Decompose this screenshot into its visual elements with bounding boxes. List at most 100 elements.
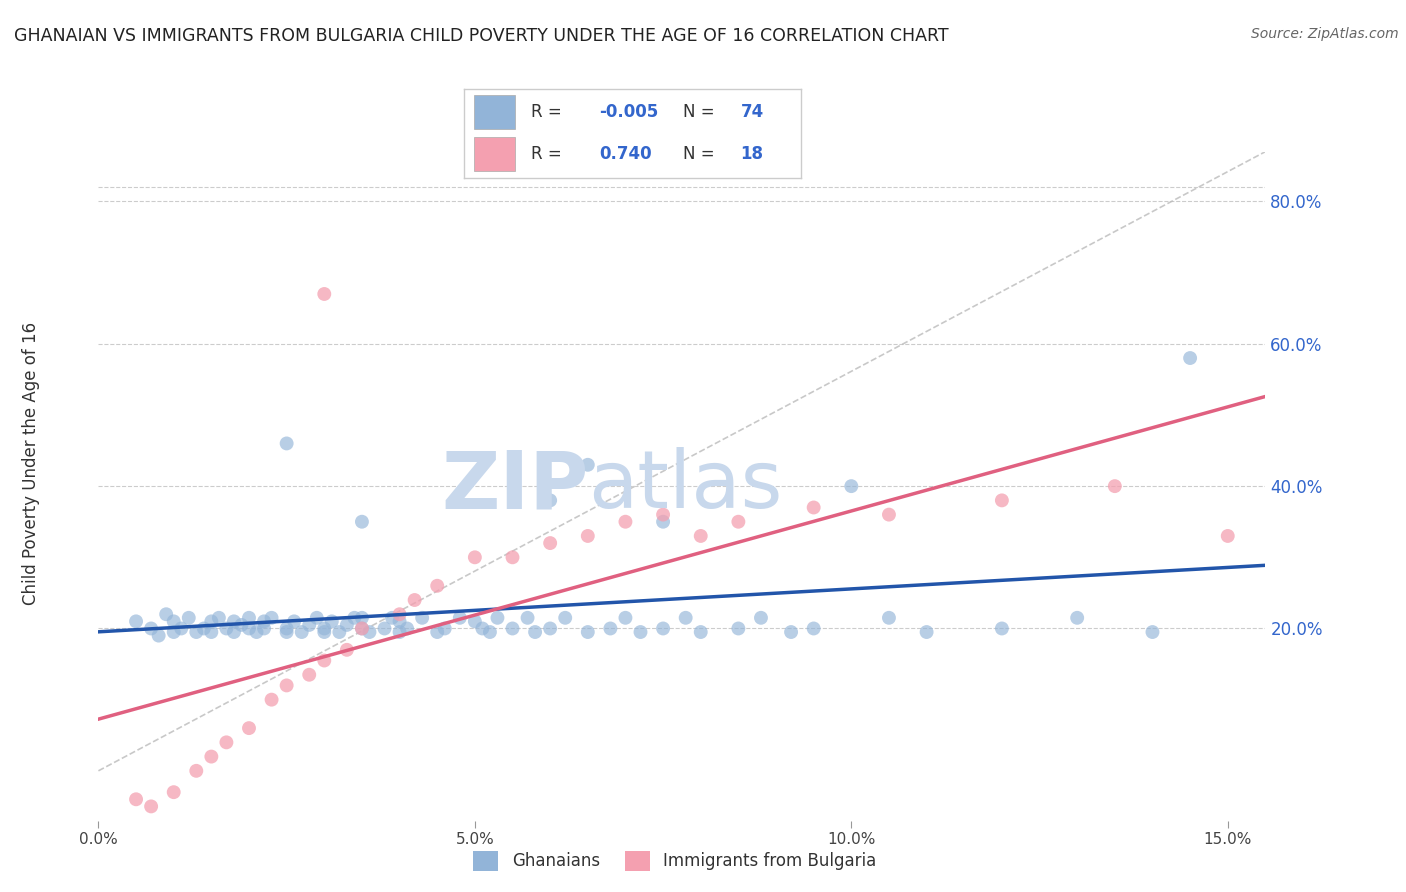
Point xyxy=(1178,351,1201,365)
Point xyxy=(276,436,298,450)
Point xyxy=(803,500,825,515)
Text: Source: ZipAtlas.com: Source: ZipAtlas.com xyxy=(1251,27,1399,41)
Point xyxy=(125,615,148,629)
Point xyxy=(238,721,260,735)
Text: 0.740: 0.740 xyxy=(599,145,651,163)
Point xyxy=(727,622,749,636)
Point xyxy=(991,622,1014,636)
Point xyxy=(780,625,803,640)
Point xyxy=(350,515,373,529)
Point xyxy=(350,622,373,636)
Point xyxy=(314,653,336,667)
Point xyxy=(388,607,411,622)
Point xyxy=(1216,529,1239,543)
Point xyxy=(283,615,305,629)
Point xyxy=(411,611,433,625)
Text: ZIP: ZIP xyxy=(441,447,589,525)
Point xyxy=(163,625,186,640)
Point xyxy=(1104,479,1126,493)
Point xyxy=(502,550,524,565)
Point xyxy=(276,622,298,636)
Point xyxy=(538,493,561,508)
Point xyxy=(231,618,253,632)
Point xyxy=(388,615,411,629)
Point xyxy=(222,615,245,629)
Point xyxy=(614,515,637,529)
Point xyxy=(314,287,336,301)
Point xyxy=(689,529,711,543)
Point xyxy=(915,625,938,640)
Point xyxy=(291,625,314,640)
Point xyxy=(576,529,599,543)
Point xyxy=(538,536,561,550)
Text: N =: N = xyxy=(683,145,714,163)
Point xyxy=(464,615,486,629)
Point xyxy=(877,508,900,522)
Point xyxy=(478,625,501,640)
Point xyxy=(350,611,373,625)
Point xyxy=(200,625,222,640)
Point xyxy=(163,615,186,629)
Point xyxy=(877,611,900,625)
Point xyxy=(614,611,637,625)
Point xyxy=(139,622,162,636)
Point xyxy=(260,692,283,706)
Point xyxy=(803,622,825,636)
Point xyxy=(336,618,359,632)
Point xyxy=(576,458,599,472)
Point xyxy=(321,615,343,629)
Point xyxy=(276,625,298,640)
Point xyxy=(749,611,772,625)
Point xyxy=(839,479,862,493)
Point xyxy=(208,611,231,625)
Point xyxy=(186,764,208,778)
Point xyxy=(215,735,238,749)
Point xyxy=(727,515,749,529)
Point xyxy=(471,622,494,636)
Point xyxy=(125,792,148,806)
Point xyxy=(538,622,561,636)
Point xyxy=(200,615,222,629)
FancyBboxPatch shape xyxy=(474,137,515,171)
Point xyxy=(652,508,675,522)
Point xyxy=(991,493,1014,508)
Point xyxy=(652,622,675,636)
Point xyxy=(328,625,350,640)
Point xyxy=(524,625,547,640)
Point xyxy=(426,579,449,593)
Point xyxy=(359,625,381,640)
Text: 18: 18 xyxy=(741,145,763,163)
Point xyxy=(314,622,336,636)
Text: R =: R = xyxy=(531,103,562,121)
Point xyxy=(305,611,328,625)
Point xyxy=(689,625,711,640)
Text: N =: N = xyxy=(683,103,714,121)
Point xyxy=(253,622,276,636)
Point xyxy=(163,785,186,799)
Text: -0.005: -0.005 xyxy=(599,103,658,121)
Text: GHANAIAN VS IMMIGRANTS FROM BULGARIA CHILD POVERTY UNDER THE AGE OF 16 CORRELATI: GHANAIAN VS IMMIGRANTS FROM BULGARIA CHI… xyxy=(14,27,949,45)
Point xyxy=(404,593,426,607)
Point xyxy=(464,550,486,565)
Point xyxy=(148,629,170,643)
Point xyxy=(343,611,366,625)
Point xyxy=(396,622,419,636)
Point xyxy=(1066,611,1088,625)
Point xyxy=(554,611,576,625)
Point xyxy=(630,625,652,640)
Point xyxy=(381,611,404,625)
Point xyxy=(502,622,524,636)
Text: atlas: atlas xyxy=(589,447,783,525)
Point xyxy=(1142,625,1164,640)
Point xyxy=(139,799,162,814)
Point xyxy=(155,607,177,622)
Point xyxy=(599,622,621,636)
Point xyxy=(576,625,599,640)
Point xyxy=(177,611,200,625)
Point xyxy=(260,611,283,625)
Point xyxy=(336,643,359,657)
Point xyxy=(222,625,245,640)
Point xyxy=(486,611,509,625)
Point xyxy=(200,749,222,764)
Point xyxy=(350,622,373,636)
